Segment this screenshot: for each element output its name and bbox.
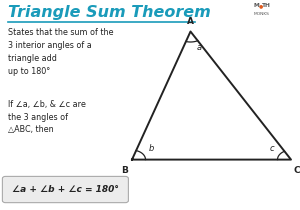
Text: TH: TH <box>262 3 271 8</box>
Text: Triangle Sum Theorem: Triangle Sum Theorem <box>8 5 210 20</box>
Text: A: A <box>187 17 194 26</box>
Text: States that the sum of the
3 interior angles of a
triangle add
up to 180°: States that the sum of the 3 interior an… <box>8 28 113 76</box>
Text: If ∠a, ∠b, & ∠c are
the 3 angles of
△ABC, then: If ∠a, ∠b, & ∠c are the 3 angles of △ABC… <box>8 100 85 134</box>
Text: c: c <box>269 144 274 152</box>
Text: ●: ● <box>259 3 263 8</box>
Text: ∠a + ∠b + ∠c = 180°: ∠a + ∠b + ∠c = 180° <box>12 185 119 194</box>
Text: M: M <box>254 3 259 8</box>
Text: B: B <box>121 166 128 175</box>
Text: MONKS: MONKS <box>254 12 270 16</box>
Text: a: a <box>196 43 202 52</box>
Text: b: b <box>149 144 154 152</box>
FancyBboxPatch shape <box>2 176 128 203</box>
Text: C: C <box>294 166 300 175</box>
